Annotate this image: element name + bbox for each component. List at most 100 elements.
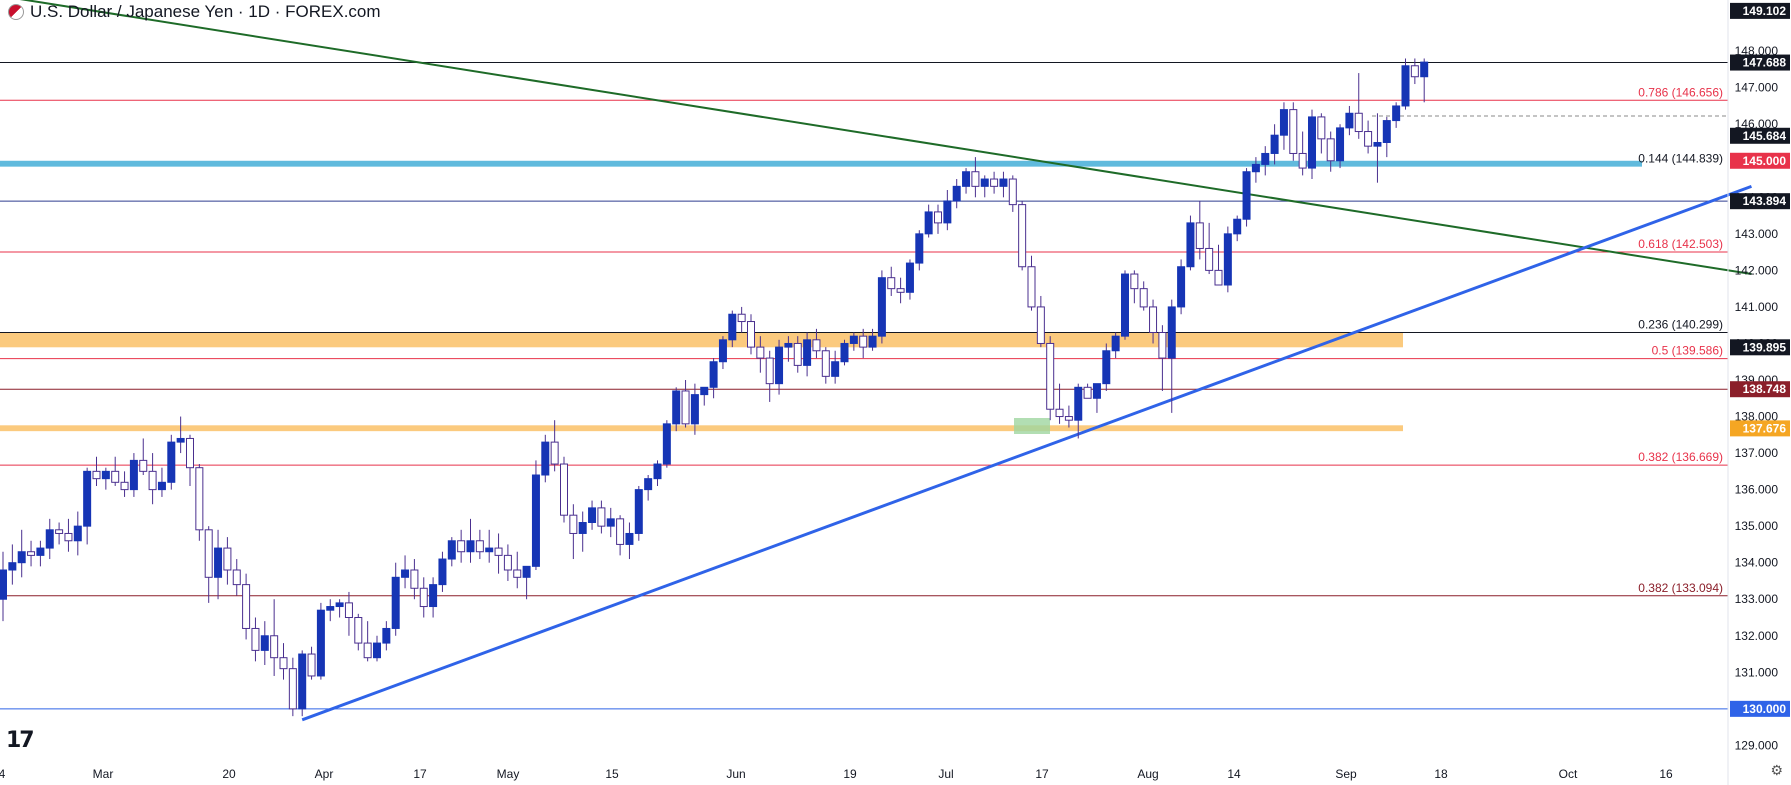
candle-body xyxy=(877,277,886,337)
candle-body xyxy=(354,617,363,644)
trendline xyxy=(301,184,1752,722)
candle-body xyxy=(326,606,335,611)
candle-body xyxy=(429,584,438,608)
candle-body xyxy=(101,470,110,480)
zone-band xyxy=(0,160,1642,167)
candle-body xyxy=(999,178,1008,187)
price-label-text: 145.000 xyxy=(1743,154,1787,168)
candle-body xyxy=(410,569,419,589)
candle-body xyxy=(1242,171,1251,220)
candle-body xyxy=(775,346,784,385)
price-label-box xyxy=(1730,339,1790,356)
candle-body xyxy=(1289,109,1298,154)
price-label-text: 139.895 xyxy=(1743,340,1787,354)
time-tick-label: Jun xyxy=(726,767,745,781)
candle-body xyxy=(214,547,223,578)
time-axis: 4 Mar 20 Apr 17 May 15 Jun 19 Jul 17 Aug 14 Sep 18 Oct 1… xyxy=(0,767,1673,781)
price-tick-label: 133.000 xyxy=(1735,592,1779,606)
candle-body xyxy=(625,532,634,545)
candle-body xyxy=(952,185,961,202)
candle-body xyxy=(990,178,999,187)
candle-body xyxy=(503,554,512,571)
settings-icon[interactable]: ⚙ xyxy=(1770,762,1783,778)
candle-body xyxy=(1373,142,1382,147)
candle-body xyxy=(55,529,64,534)
candle-body xyxy=(223,547,232,571)
candle-body xyxy=(569,514,578,534)
candle-body xyxy=(1083,386,1092,399)
price-label-box xyxy=(1730,420,1790,437)
candle-body xyxy=(747,321,755,348)
candle-body xyxy=(1326,138,1335,162)
candle-body xyxy=(896,288,905,293)
candle-body xyxy=(709,361,718,388)
candle-body xyxy=(849,335,858,344)
time-tick-label: Aug xyxy=(1137,767,1158,781)
candle-body xyxy=(251,627,260,651)
tradingview-logo-icon[interactable]: 17 xyxy=(6,728,35,753)
time-tick-label: Sep xyxy=(1335,767,1357,781)
price-tick-label: 138.000 xyxy=(1735,410,1779,424)
candle-body xyxy=(1036,306,1045,344)
candle-body xyxy=(821,350,830,377)
candle-body xyxy=(1205,247,1214,271)
candle-body xyxy=(653,463,662,480)
candle-body xyxy=(27,551,36,556)
candle-body xyxy=(1382,120,1391,143)
price-label-box xyxy=(1730,381,1790,398)
price-tick-label: 135.000 xyxy=(1735,519,1779,533)
candle-body xyxy=(279,657,288,670)
candle-body xyxy=(111,470,120,483)
candle-body xyxy=(1354,112,1363,133)
candle-body xyxy=(8,562,17,571)
fib-label: 0.618 (142.503) xyxy=(1638,237,1723,251)
candles-layer xyxy=(0,58,1429,717)
price-labels-layer: 149.102 147.688 145.684 145.000 143.894 139.8… xyxy=(1730,2,1790,717)
price-tick-label: 129.000 xyxy=(1735,738,1779,752)
candle-body xyxy=(1055,408,1064,418)
candle-body xyxy=(934,211,942,224)
candle-body xyxy=(840,342,849,363)
fib-label: 0.382 (136.669) xyxy=(1638,450,1723,464)
candle-body xyxy=(1420,61,1429,78)
candle-body xyxy=(1102,350,1111,385)
candle-body xyxy=(634,489,643,534)
candle-body xyxy=(606,518,615,527)
fib-label: 0.5 (139.586) xyxy=(1652,344,1723,358)
fib-label: 0.382 (133.094) xyxy=(1638,581,1723,595)
candle-body xyxy=(1261,152,1270,165)
candle-body xyxy=(195,467,204,531)
candle-body xyxy=(1251,163,1260,173)
candle-body xyxy=(980,178,989,187)
candle-body xyxy=(728,313,737,341)
candle-body xyxy=(260,635,269,651)
price-label-text: 143.894 xyxy=(1743,194,1787,208)
candle-body xyxy=(83,470,92,527)
price-tick-label: 147.000 xyxy=(1735,81,1779,95)
candle-body xyxy=(129,459,138,491)
candle-body xyxy=(232,569,241,586)
candle-body xyxy=(1317,116,1326,140)
candle-body xyxy=(92,470,101,480)
price-label-text: 145.684 xyxy=(1743,129,1787,143)
price-label-box xyxy=(1730,54,1790,71)
candle-body xyxy=(616,518,625,545)
candle-body xyxy=(803,339,812,366)
price-label-text: 137.676 xyxy=(1743,421,1787,435)
candle-body xyxy=(1018,204,1027,268)
fib-label: 0.236 (140.299) xyxy=(1638,318,1723,332)
candle-body xyxy=(1139,288,1148,308)
time-tick-label: Oct xyxy=(1559,767,1578,781)
candle-body xyxy=(812,339,821,352)
time-tick-label: 17 xyxy=(1035,767,1049,781)
trendline xyxy=(19,0,1752,276)
candle-body xyxy=(401,569,410,578)
candle-body xyxy=(363,642,372,659)
candle-body xyxy=(457,540,466,553)
price-label-text: 147.688 xyxy=(1743,56,1787,70)
time-tick-label: 16 xyxy=(1659,767,1673,781)
candle-body xyxy=(1074,386,1083,421)
candle-body xyxy=(45,529,54,549)
candle-body xyxy=(1392,105,1401,122)
